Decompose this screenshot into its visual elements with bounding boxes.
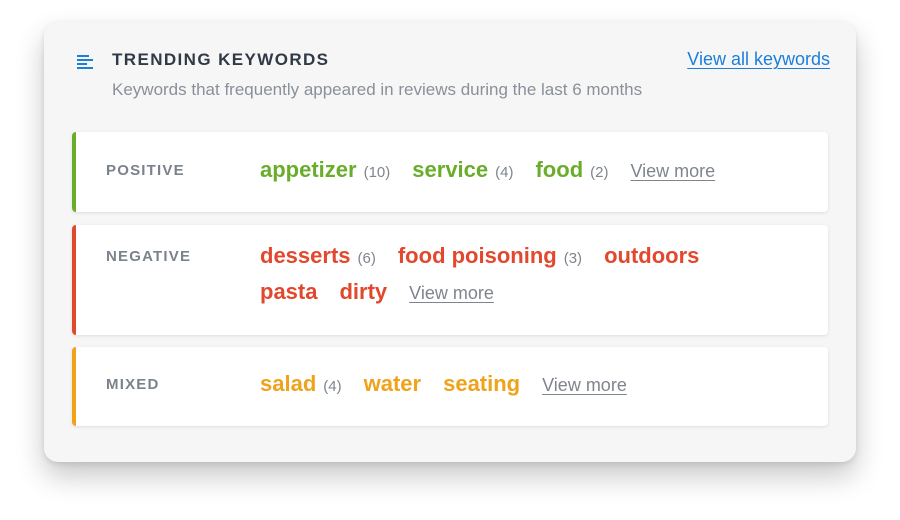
negative-accent-bar	[72, 225, 76, 335]
trending-keywords-card: TRENDING KEYWORDS View all keywords Keyw…	[44, 22, 856, 462]
keyword-item: appetizer (10)	[260, 157, 390, 183]
list-lines-icon	[77, 55, 93, 69]
view-more-link[interactable]: View more	[542, 375, 627, 395]
keyword-item: outdoors	[604, 243, 699, 269]
keyword-list: desserts (6) food poisoning (3) outdoors…	[260, 243, 738, 305]
keyword-link[interactable]: appetizer	[260, 157, 357, 182]
view-all-keywords-link[interactable]: View all keywords	[687, 49, 830, 69]
keyword-list: salad (4) water seating View more	[260, 371, 808, 397]
sentiment-label: MIXED	[106, 376, 160, 393]
keyword-item: pasta	[260, 279, 317, 305]
keyword-link[interactable]: salad	[260, 371, 317, 396]
keyword-link[interactable]: service	[412, 157, 489, 182]
keyword-link[interactable]: food poisoning	[397, 243, 557, 268]
keyword-link[interactable]: outdoors	[604, 243, 700, 268]
keyword-item: water	[364, 371, 421, 397]
keyword-item: salad (4)	[260, 371, 342, 397]
keyword-item: food poisoning (3)	[398, 243, 582, 269]
keyword-link[interactable]: food	[535, 157, 584, 182]
keyword-count: (4)	[495, 164, 514, 181]
keyword-count: (2)	[590, 164, 609, 181]
sentiment-row-negative: NEGATIVE desserts (6) food poisoning (3)…	[72, 225, 828, 335]
keyword-item: service (4)	[412, 157, 513, 183]
mixed-accent-bar	[72, 347, 76, 426]
keyword-link[interactable]: water	[363, 371, 422, 396]
view-more-link[interactable]: View more	[630, 161, 716, 181]
sentiment-row-positive: POSITIVE appetizer (10) service (4) food…	[72, 132, 828, 212]
keyword-count: (6)	[357, 250, 376, 267]
keyword-count: (10)	[363, 164, 391, 181]
keyword-item: desserts (6)	[260, 243, 376, 269]
keyword-link[interactable]: pasta	[260, 279, 318, 304]
keyword-count: (3)	[563, 250, 583, 267]
sentiment-label: NEGATIVE	[106, 248, 192, 265]
card-header: TRENDING KEYWORDS View all keywords Keyw…	[44, 22, 856, 132]
keyword-link[interactable]: seating	[443, 371, 521, 396]
keyword-link[interactable]: desserts	[260, 243, 351, 268]
sentiment-row-mixed: MIXED salad (4) water seating View more	[72, 347, 828, 426]
keyword-item: dirty	[339, 279, 387, 305]
positive-accent-bar	[72, 132, 76, 212]
keyword-link[interactable]: dirty	[339, 279, 388, 304]
keyword-list: appetizer (10) service (4) food (2) View…	[260, 157, 808, 183]
sentiment-label: POSITIVE	[106, 162, 185, 179]
card-title: TRENDING KEYWORDS	[112, 50, 330, 69]
keyword-item: seating	[443, 371, 520, 397]
card-subtitle: Keywords that frequently appeared in rev…	[112, 80, 643, 99]
keyword-item: food (2)	[535, 157, 608, 183]
view-more-link[interactable]: View more	[409, 283, 494, 303]
keyword-count: (4)	[323, 378, 342, 395]
